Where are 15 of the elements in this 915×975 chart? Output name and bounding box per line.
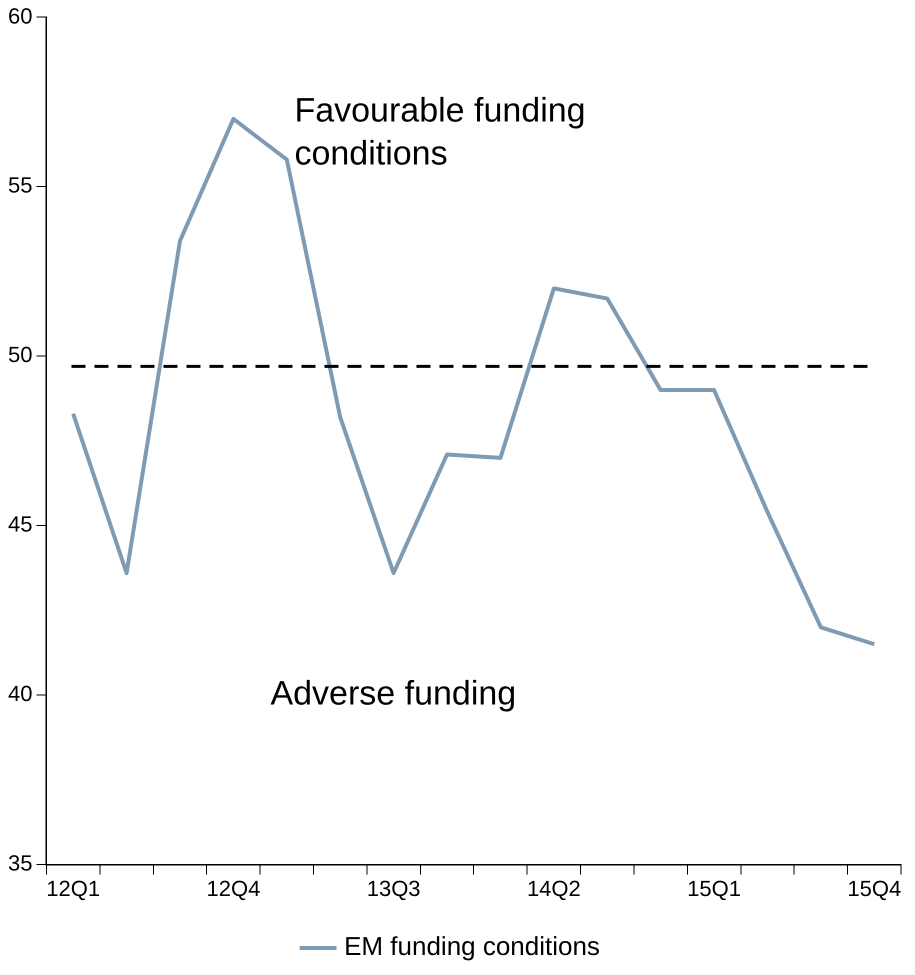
x-tick-label: 12Q4 <box>206 876 260 901</box>
y-tick-label: 35 <box>8 850 32 876</box>
y-tick-label: 45 <box>8 512 32 537</box>
x-tick-label: 15Q4 <box>847 876 902 901</box>
y-tick-label: 60 <box>8 3 32 28</box>
x-tick-label: 15Q1 <box>687 876 741 901</box>
x-tick-label: 14Q2 <box>526 876 581 901</box>
y-tick-label: 55 <box>8 172 32 198</box>
x-tick-label: 13Q3 <box>366 876 421 901</box>
x-tick-label: 12Q1 <box>46 876 100 901</box>
y-tick-label: 50 <box>8 342 32 368</box>
annotation: Favourable funding conditions <box>294 92 586 173</box>
annotation: Adverse funding <box>270 674 516 713</box>
legend-label: EM funding conditions <box>344 931 600 962</box>
y-tick-label: 40 <box>8 681 32 706</box>
